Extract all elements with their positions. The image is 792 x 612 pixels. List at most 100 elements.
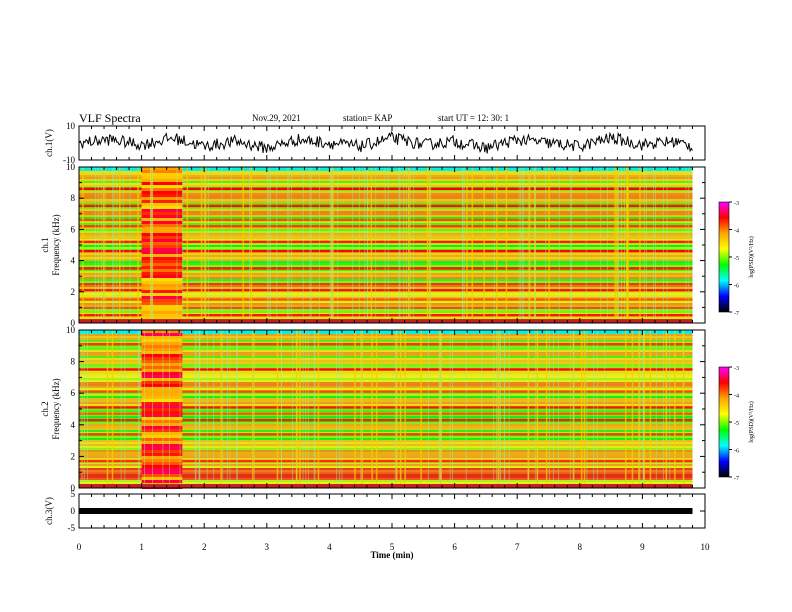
- spectrogram-band: [79, 456, 693, 458]
- sferic-streak: [452, 330, 454, 488]
- sferic-streak: [151, 167, 153, 323]
- sferic-streak: [643, 167, 645, 323]
- sferic-streak: [534, 330, 536, 488]
- burst-segment: [141, 284, 183, 287]
- burst-segment: [141, 348, 183, 351]
- spectrogram-band: [79, 396, 693, 398]
- burst-segment: [141, 236, 183, 239]
- sferic-streak: [124, 330, 126, 488]
- spectrogram-band: [79, 223, 693, 225]
- y-tick-label: 0: [71, 506, 76, 516]
- burst-segment: [141, 167, 183, 170]
- burst-segment: [141, 194, 183, 197]
- sferic-streak: [94, 167, 96, 323]
- sferic-streak: [102, 167, 105, 323]
- y-axis-label-line: Frequency (kHz): [51, 378, 61, 439]
- burst-segment: [141, 339, 183, 342]
- spectrogram-band: [79, 197, 693, 199]
- spectrogram-band: [79, 472, 693, 474]
- sferic-streak: [688, 167, 690, 323]
- burst-segment: [141, 417, 183, 420]
- spectrogram-band: [79, 257, 693, 259]
- burst-segment: [141, 239, 183, 242]
- spectrogram-band: [79, 185, 693, 187]
- burst-segment: [141, 357, 183, 360]
- burst-segment: [141, 296, 183, 299]
- sferic-streak: [97, 167, 99, 323]
- sferic-streak: [534, 167, 536, 323]
- sferic-streak: [314, 330, 316, 488]
- spectrogram-band: [79, 448, 693, 450]
- burst-segment: [141, 191, 183, 194]
- spectrogram-band: [79, 193, 693, 195]
- y-tick-label: 8: [71, 193, 76, 203]
- burst-segment: [141, 227, 183, 230]
- y-tick-label: 6: [71, 388, 76, 398]
- sferic-streak: [83, 330, 85, 488]
- sferic-streak: [341, 330, 343, 488]
- y-tick-label: 0: [71, 318, 76, 328]
- emission-line: [79, 343, 693, 346]
- burst-segment: [141, 206, 183, 209]
- colorbar-tick-label: -4: [734, 229, 739, 235]
- spectrogram-band: [79, 259, 693, 261]
- sferic-streak: [503, 330, 505, 488]
- sferic-streak: [331, 167, 334, 323]
- sferic-streak: [151, 330, 153, 488]
- burst-segment: [141, 366, 183, 369]
- sferic-streak: [375, 330, 378, 488]
- burst-segment: [141, 287, 183, 290]
- y-tick-label: 2: [71, 451, 76, 461]
- burst-segment: [141, 444, 183, 447]
- y-axis-label-line: ch.1(V): [44, 129, 54, 157]
- sferic-streak: [302, 167, 304, 323]
- spectrogram-band: [79, 366, 693, 368]
- sferic-streak: [137, 330, 139, 488]
- sferic-streak: [669, 330, 671, 488]
- burst-segment: [141, 311, 183, 314]
- emission-line: [79, 225, 693, 228]
- sferic-streak: [430, 167, 432, 323]
- burst-segment: [141, 215, 183, 218]
- burst-segment: [141, 480, 183, 483]
- sferic-streak: [462, 167, 464, 323]
- burst-segment: [141, 471, 183, 474]
- sferic-streak: [332, 167, 334, 323]
- sferic-streak: [266, 167, 268, 323]
- spectrogram-band: [79, 350, 693, 352]
- sferic-streak: [120, 330, 122, 488]
- sferic-streak: [483, 167, 485, 323]
- burst-segment: [141, 336, 183, 339]
- sferic-streak: [336, 330, 338, 488]
- sferic-streak: [236, 330, 238, 488]
- sferic-streak: [360, 330, 362, 488]
- burst-segment: [141, 275, 183, 278]
- panel-frame: [78, 125, 706, 161]
- emission-line: [79, 459, 693, 463]
- sferic-streak: [508, 330, 510, 488]
- burst-segment: [141, 453, 183, 456]
- sferic-streak: [666, 167, 668, 323]
- sferic-streak: [665, 330, 668, 488]
- burst-segment: [141, 179, 183, 182]
- ch3-waveform-line: [79, 508, 693, 514]
- spectrogram-band: [79, 239, 693, 241]
- spectrogram-band: [79, 334, 693, 336]
- sferic-streak: [620, 167, 622, 323]
- spectrogram-band: [79, 203, 693, 205]
- sferic-streak: [616, 167, 619, 323]
- spectrogram-band: [79, 247, 693, 249]
- burst-segment: [141, 369, 183, 372]
- sferic-streak: [585, 167, 587, 323]
- sferic-streak: [558, 330, 560, 488]
- sferic-streak: [354, 330, 356, 488]
- sferic-streak: [200, 167, 203, 323]
- sferic-streak: [122, 167, 124, 323]
- burst-segment: [141, 278, 183, 281]
- spectrogram-band: [79, 167, 693, 169]
- burst-segment: [141, 408, 183, 411]
- sferic-streak: [569, 330, 571, 488]
- spectrogram-band: [79, 307, 693, 309]
- sferic-streak: [522, 167, 524, 323]
